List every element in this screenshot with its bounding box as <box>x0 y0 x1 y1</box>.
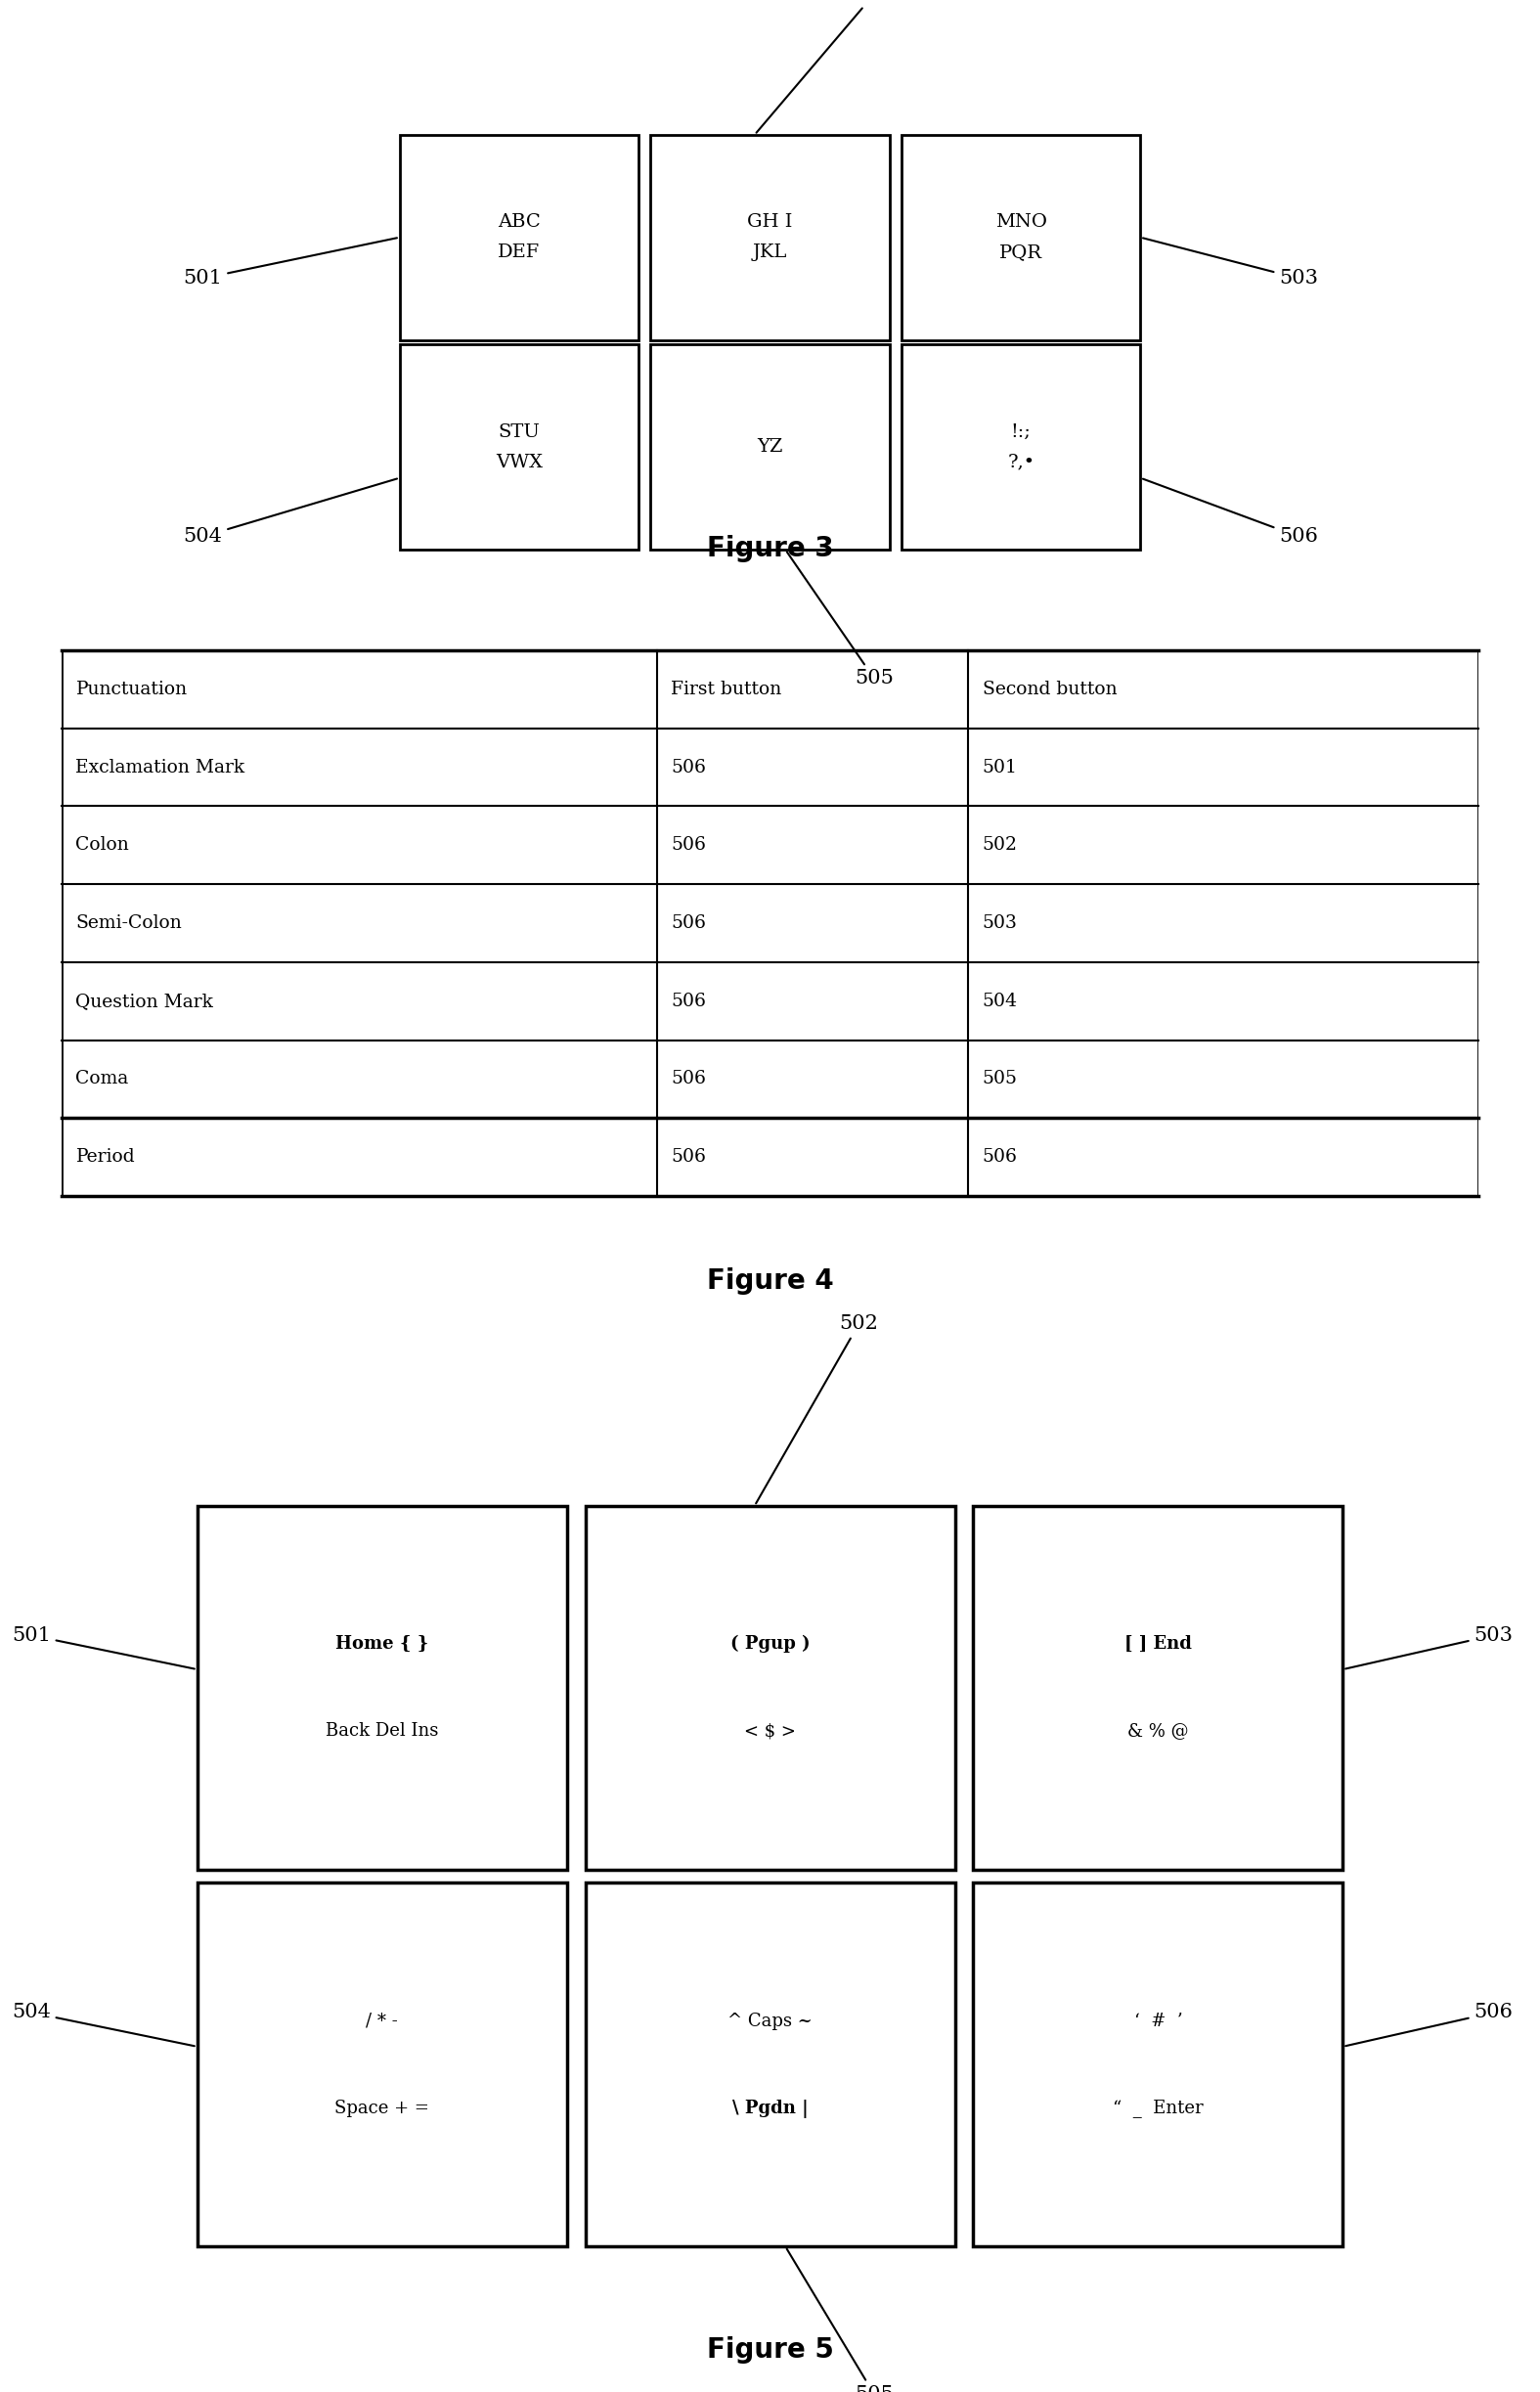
Text: YZ: YZ <box>758 438 782 457</box>
Text: 501: 501 <box>183 237 397 287</box>
Text: Exclamation Mark: Exclamation Mark <box>75 758 245 775</box>
Text: First button: First button <box>671 679 782 698</box>
Text: Figure 3: Figure 3 <box>707 536 833 562</box>
Bar <box>902 344 1140 550</box>
Bar <box>902 134 1140 340</box>
Text: ABC
DEF: ABC DEF <box>497 213 541 261</box>
Text: Punctuation: Punctuation <box>75 679 188 698</box>
Text: 506: 506 <box>671 1148 705 1165</box>
Text: Coma: Coma <box>75 1069 129 1088</box>
Text: 506: 506 <box>671 837 705 854</box>
Text: 505: 505 <box>787 553 893 689</box>
Text: “  _  Enter: “ _ Enter <box>1113 2100 1203 2117</box>
Text: ^ Caps ~: ^ Caps ~ <box>727 2012 813 2031</box>
Text: 504: 504 <box>12 2002 194 2045</box>
Text: 502: 502 <box>983 837 1018 854</box>
Text: Figure 5: Figure 5 <box>707 2337 833 2363</box>
Bar <box>973 1507 1343 1871</box>
Text: Period: Period <box>75 1148 136 1165</box>
Bar <box>585 1507 955 1871</box>
Text: ( Pgup ): ( Pgup ) <box>730 1636 810 1653</box>
Bar <box>197 1507 567 1871</box>
Text: GH I
JKL: GH I JKL <box>747 213 793 261</box>
Text: ‘  #  ’: ‘ # ’ <box>1133 2012 1183 2031</box>
Text: Back Del Ins: Back Del Ins <box>325 1722 439 1739</box>
Text: < $ >: < $ > <box>744 1722 796 1739</box>
Text: 501: 501 <box>12 1627 194 1670</box>
Text: 506: 506 <box>671 914 705 933</box>
Text: \ Pgdn |: \ Pgdn | <box>732 2100 809 2117</box>
Bar <box>400 344 638 550</box>
Bar <box>973 1883 1343 2246</box>
Text: & % @: & % @ <box>1127 1722 1189 1739</box>
Text: 506: 506 <box>983 1148 1018 1165</box>
Bar <box>585 1883 955 2246</box>
Text: MNO
PQR: MNO PQR <box>995 213 1047 261</box>
Text: Colon: Colon <box>75 837 129 854</box>
Text: 506: 506 <box>1346 2002 1512 2045</box>
Bar <box>197 1883 567 2246</box>
Text: 501: 501 <box>983 758 1018 775</box>
Text: 502: 502 <box>756 0 893 132</box>
Bar <box>650 344 890 550</box>
Text: STU
VWX: STU VWX <box>496 423 542 471</box>
Text: 506: 506 <box>671 758 705 775</box>
Text: !:;
?,•: !:; ?,• <box>1007 423 1035 471</box>
Text: 506: 506 <box>1143 478 1318 545</box>
Text: / * -: / * - <box>367 2012 397 2031</box>
Text: 503: 503 <box>1346 1627 1512 1670</box>
Text: [ ] End: [ ] End <box>1124 1636 1192 1653</box>
Bar <box>400 134 638 340</box>
Text: 504: 504 <box>183 478 397 545</box>
Text: 503: 503 <box>983 914 1018 933</box>
Text: 506: 506 <box>671 993 705 1009</box>
Text: 502: 502 <box>756 1316 878 1505</box>
Text: Figure 4: Figure 4 <box>707 1268 833 1294</box>
Text: 504: 504 <box>983 993 1018 1009</box>
Text: 506: 506 <box>671 1069 705 1088</box>
Text: Space + =: Space + = <box>334 2100 430 2117</box>
Bar <box>650 134 890 340</box>
Text: 503: 503 <box>1143 239 1318 287</box>
Text: Semi-Colon: Semi-Colon <box>75 914 182 933</box>
Text: 505: 505 <box>787 2248 893 2392</box>
Text: 505: 505 <box>983 1069 1018 1088</box>
Text: Home { }: Home { } <box>336 1636 428 1653</box>
Text: Second button: Second button <box>983 679 1116 698</box>
Text: Question Mark: Question Mark <box>75 993 214 1009</box>
